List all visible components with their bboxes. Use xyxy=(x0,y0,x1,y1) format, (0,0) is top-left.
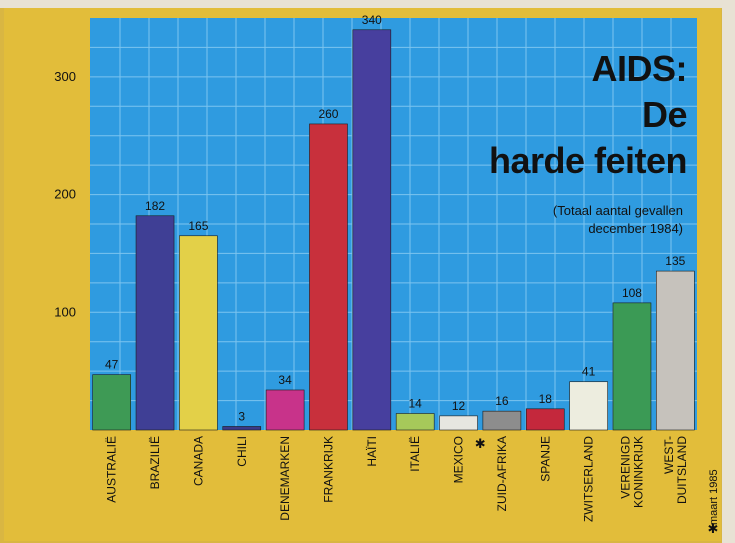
x-tick-label: WEST- xyxy=(662,436,676,474)
bar xyxy=(179,235,218,431)
bar-value-label: 14 xyxy=(408,397,422,411)
footnote-mark: ✱ xyxy=(708,521,719,536)
bar xyxy=(309,123,348,431)
bar-value-label: 260 xyxy=(318,107,338,121)
x-tick-label: DUITSLAND xyxy=(675,436,689,504)
x-tick-label: DENEMARKEN xyxy=(278,436,292,521)
bar xyxy=(222,426,262,431)
bar-value-label: 340 xyxy=(362,13,382,27)
asterisk-mark: ✱ xyxy=(475,436,486,451)
bar xyxy=(135,215,175,431)
x-tick-label: VERENIGD xyxy=(618,436,632,499)
bar-value-label: 108 xyxy=(622,286,642,300)
x-tick-labels: AUSTRALIË BRAZILIË CANADA CHILI DENEMARKEN FR… xyxy=(105,436,689,522)
x-tick-label: FRANKRIJK xyxy=(321,436,335,503)
bar-value-label: 12 xyxy=(452,399,466,413)
chart-subtitle-line-1: (Totaal aantal gevallen xyxy=(552,203,683,218)
footnote: ✱ maart 1985 xyxy=(708,469,720,536)
chart-title-line-3: harde feiten xyxy=(488,140,688,181)
x-tick-label: CANADA xyxy=(191,436,205,486)
bars xyxy=(92,29,695,431)
bar-value-label: 135 xyxy=(665,254,685,268)
x-tick-label: BRAZILIË xyxy=(148,436,162,489)
x-tick-label: ZUID-AFRIKA xyxy=(495,436,509,511)
bar xyxy=(482,410,522,431)
bar-value-label: 47 xyxy=(105,358,119,372)
x-tick-label: AUSTRALIË xyxy=(105,436,119,503)
bar xyxy=(265,389,305,431)
x-tick-label: CHILI xyxy=(235,436,249,467)
chart-subtitle-line-2: december 1984) xyxy=(588,221,683,236)
bar-value-label: 165 xyxy=(188,219,208,233)
bar-value-label: 18 xyxy=(539,392,553,406)
bar xyxy=(656,270,695,431)
bar xyxy=(612,302,652,431)
bar-value-label: 16 xyxy=(495,394,509,408)
chart-title-line-1: AIDS: xyxy=(591,48,688,89)
y-tick-label: 300 xyxy=(54,69,76,84)
bar-value-label: 41 xyxy=(582,365,596,379)
bar-value-label: 34 xyxy=(278,373,292,387)
x-tick-label: ITALIË xyxy=(408,436,422,472)
x-tick-label: SPANJE xyxy=(538,436,552,482)
page-top-edge xyxy=(0,0,735,8)
chart-title-line-2: De xyxy=(641,94,688,135)
bar xyxy=(352,29,392,431)
x-tick-label: HAÏTI xyxy=(365,436,379,467)
bar xyxy=(92,374,131,431)
bar xyxy=(395,413,435,431)
bar xyxy=(569,381,608,431)
footnote-text: maart 1985 xyxy=(708,469,720,525)
y-tick-label: 100 xyxy=(54,304,76,319)
x-tick-label: ZWITSERLAND xyxy=(582,436,596,522)
bar xyxy=(439,415,478,431)
y-tick-label: 200 xyxy=(54,187,76,202)
x-tick-label: KONINKRIJK xyxy=(631,436,645,508)
y-tick-labels: 100 200 300 xyxy=(54,69,76,319)
x-tick-label: MEXICO xyxy=(452,436,466,483)
page-right-edge xyxy=(722,0,735,543)
bar-value-label: 182 xyxy=(145,199,165,213)
bar xyxy=(525,408,565,431)
bar-value-label: 3 xyxy=(238,409,245,423)
value-labels: 47 182 165 3 34 260 340 14 12 16 18 41 108 135 xyxy=(105,13,686,424)
